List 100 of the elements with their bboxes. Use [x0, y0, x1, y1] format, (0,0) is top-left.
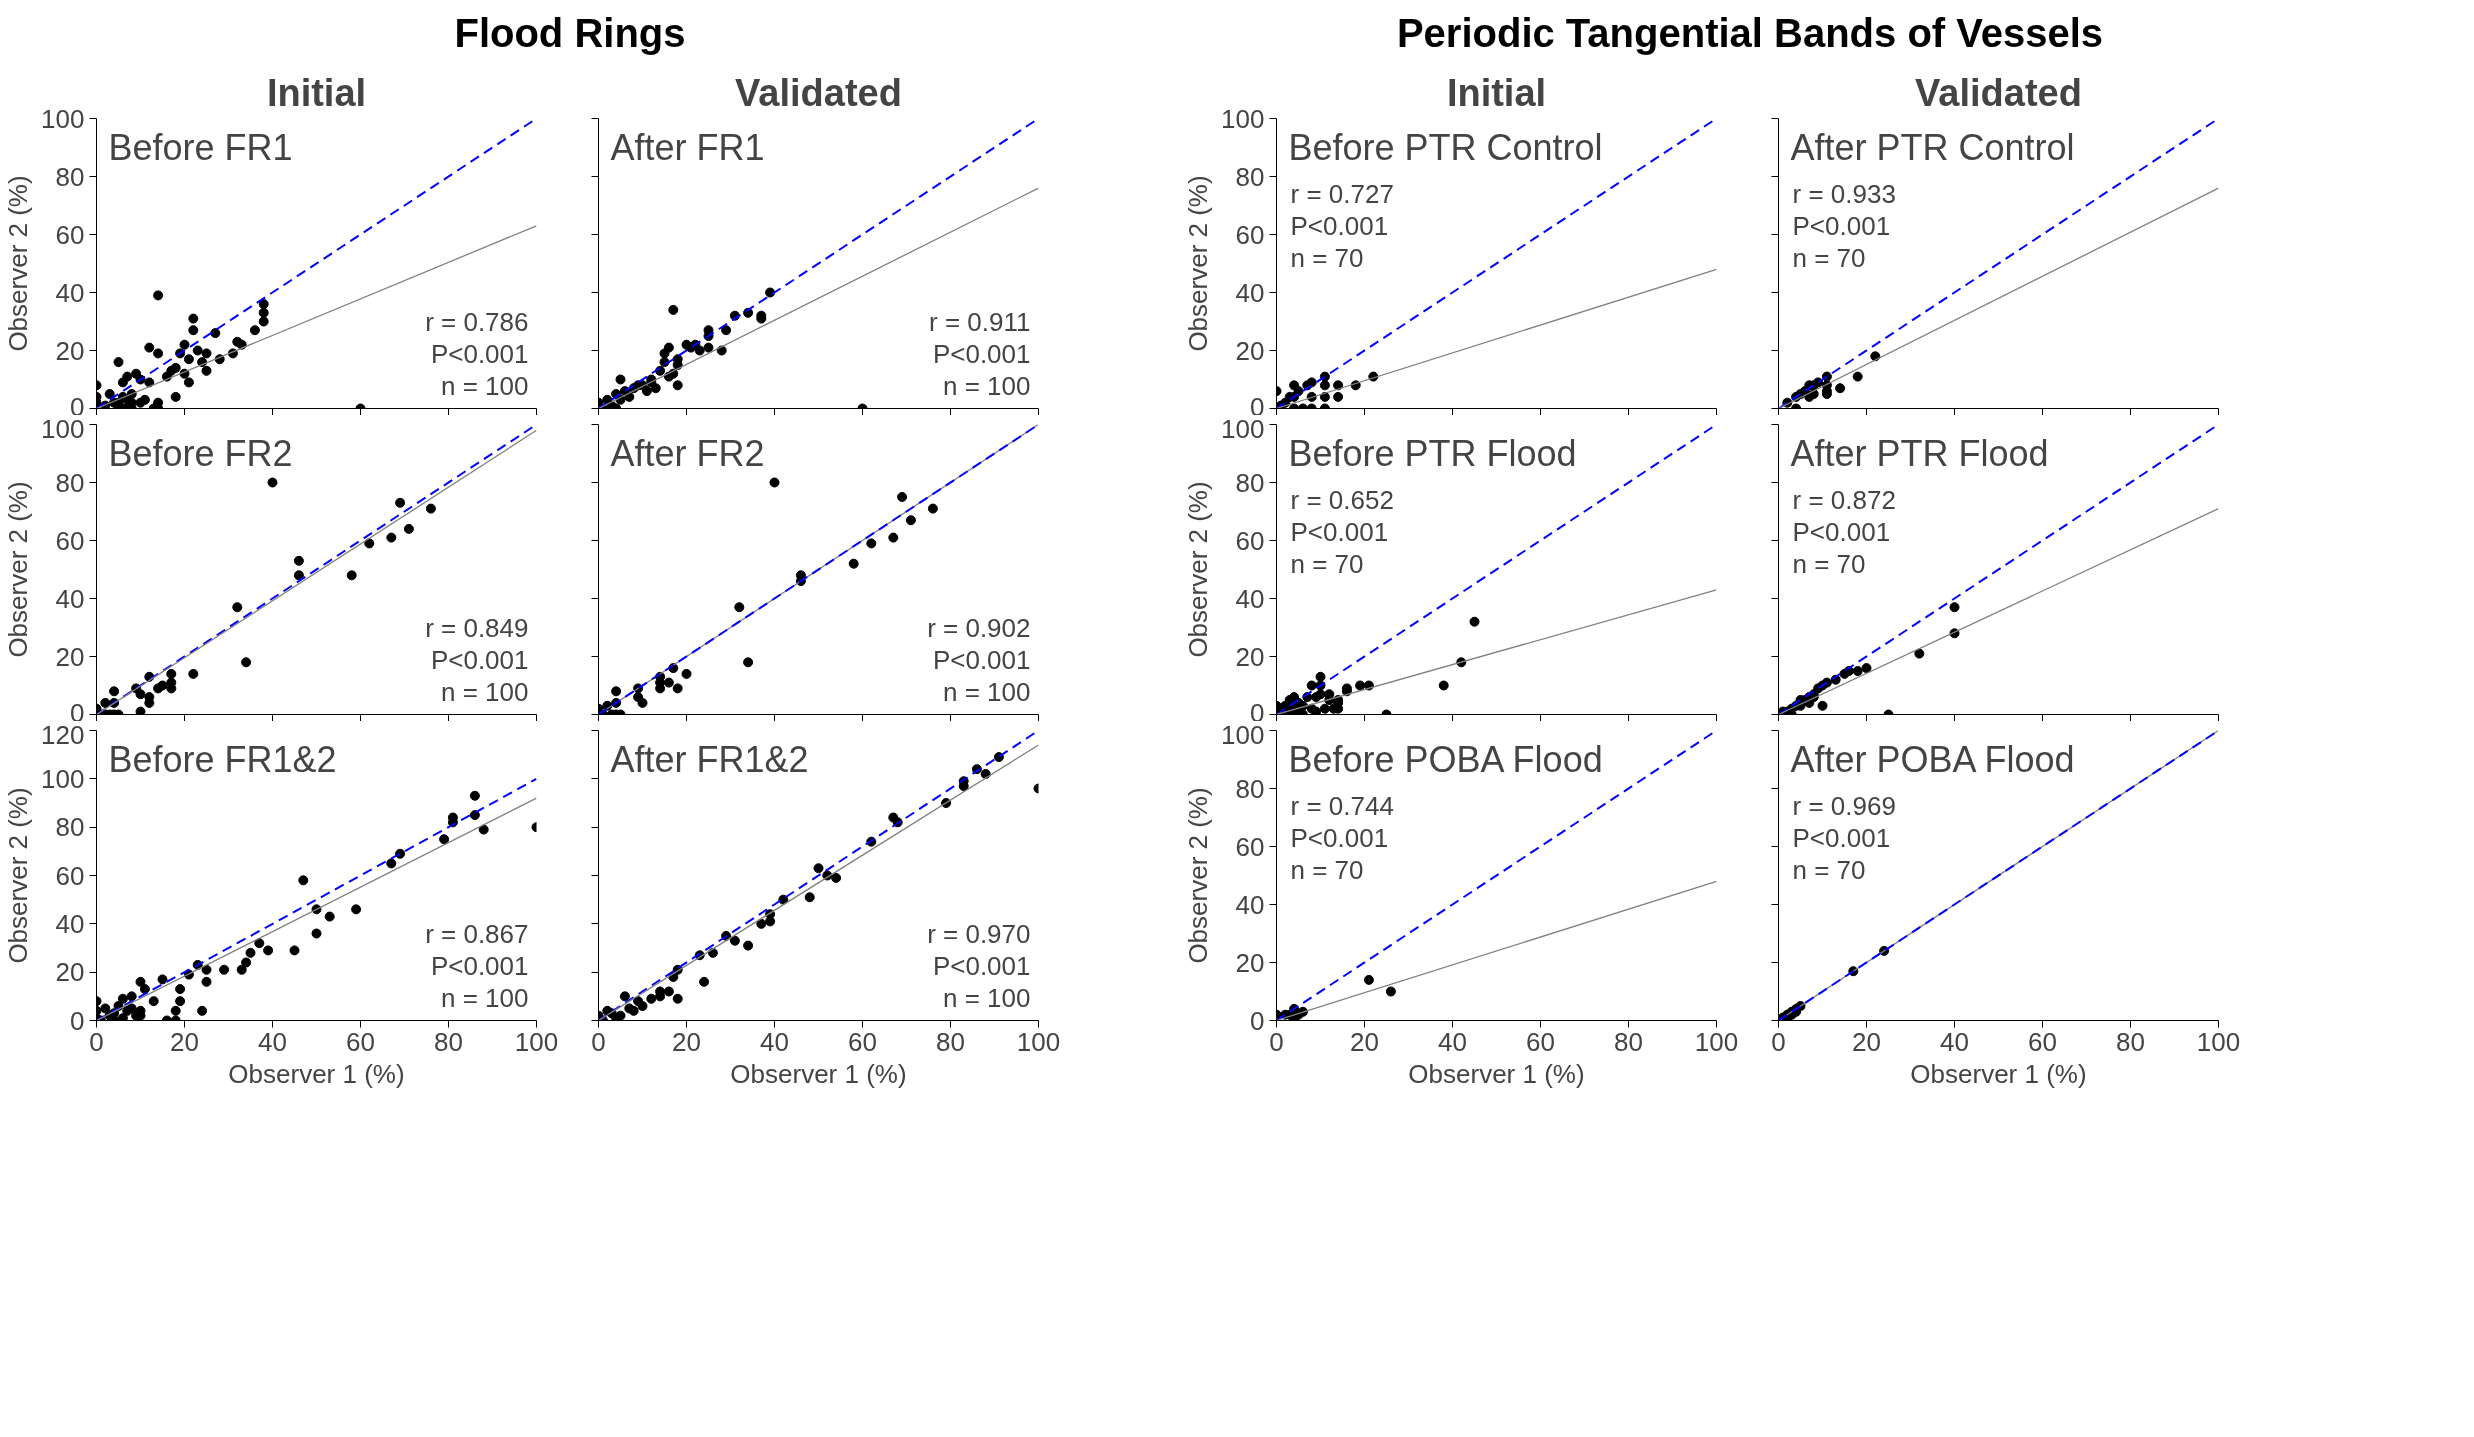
y-axis-title: Observer 2 (%) — [1183, 175, 1214, 352]
annotation: After PTR Flood — [1790, 432, 2049, 474]
x-tick-label: 100 — [1016, 1026, 1061, 1057]
y-tick-label: 40 — [1235, 277, 1265, 308]
y-tick-label: 80 — [1235, 467, 1265, 498]
annotation: P<0.001 — [932, 950, 1031, 981]
x-tick-label: 20 — [1350, 1026, 1379, 1057]
annotation: r = 0.969 — [1792, 790, 1896, 821]
x-axis-title: Observer 1 (%) — [228, 1058, 405, 1089]
annotation: n = 100 — [943, 676, 1031, 707]
annotation: Before FR1&2 — [108, 738, 337, 780]
y-tick-label: 0 — [1250, 1005, 1265, 1036]
annotation: n = 100 — [441, 676, 529, 707]
annotation: P<0.001 — [1792, 822, 1891, 853]
x-tick-label: 0 — [591, 1026, 606, 1057]
annotation: n = 70 — [1290, 242, 1364, 273]
chart-subtitle: Initial — [1446, 71, 1547, 114]
y-tick-label: 40 — [1235, 583, 1265, 614]
y-tick-label: 40 — [55, 908, 85, 939]
x-tick-label: 80 — [2116, 1026, 2145, 1057]
y-tick-label: 80 — [55, 812, 85, 843]
y-tick-label: 80 — [1235, 773, 1265, 804]
annotation: P<0.001 — [1290, 822, 1389, 853]
x-tick-label: 0 — [1269, 1026, 1284, 1057]
chart-subtitle: Initial — [266, 71, 367, 114]
y-tick-label: 100 — [41, 103, 85, 134]
annotation: r = 0.933 — [1792, 178, 1896, 209]
chart-title: Flood Rings — [454, 10, 686, 57]
y-tick-label: 60 — [1235, 831, 1265, 862]
annotation: r = 0.727 — [1290, 178, 1394, 209]
chart-title: Periodic Tangential Bands of Vessels — [1396, 10, 2104, 57]
x-tick-label: 0 — [1771, 1026, 1786, 1057]
x-axis-title: Observer 1 (%) — [1910, 1058, 2087, 1089]
annotation: r = 0.970 — [927, 918, 1031, 949]
annotation: n = 100 — [943, 982, 1031, 1013]
y-tick-label: 20 — [55, 335, 85, 366]
y-tick-label: 0 — [70, 1005, 85, 1036]
y-axis-title: Observer 2 (%) — [3, 481, 34, 658]
y-tick-label: 60 — [1235, 525, 1265, 556]
x-tick-label: 80 — [434, 1026, 463, 1057]
annotation: P<0.001 — [932, 644, 1031, 675]
annotation: n = 100 — [441, 982, 529, 1013]
annotation: Before POBA Flood — [1288, 738, 1603, 780]
x-tick-label: 80 — [1614, 1026, 1643, 1057]
annotation: After PTR Control — [1790, 126, 2075, 168]
annotation: P<0.001 — [1792, 516, 1891, 547]
annotation: P<0.001 — [1290, 516, 1389, 547]
y-tick-label: 100 — [1221, 103, 1265, 134]
x-tick-label: 60 — [2028, 1026, 2057, 1057]
annotation: n = 70 — [1792, 548, 1866, 579]
y-tick-label: 20 — [55, 641, 85, 672]
y-tick-label: 40 — [1235, 889, 1265, 920]
annotation: P<0.001 — [932, 338, 1031, 369]
x-axis-title: Observer 1 (%) — [730, 1058, 907, 1089]
x-tick-label: 20 — [672, 1026, 701, 1057]
y-tick-label: 20 — [1235, 335, 1265, 366]
x-tick-label: 40 — [1940, 1026, 1969, 1057]
x-tick-label: 100 — [2196, 1026, 2241, 1057]
y-tick-label: 20 — [1235, 947, 1265, 978]
x-tick-label: 80 — [936, 1026, 965, 1057]
annotation: P<0.001 — [430, 338, 529, 369]
y-axis-title: Observer 2 (%) — [1183, 481, 1214, 658]
annotation: After POBA Flood — [1790, 738, 2075, 780]
chart-subtitle: Validated — [735, 71, 902, 114]
annotation: After FR1&2 — [610, 738, 809, 780]
annotation: Before PTR Flood — [1288, 432, 1577, 474]
x-tick-label: 40 — [1438, 1026, 1467, 1057]
annotation: P<0.001 — [430, 950, 529, 981]
x-tick-label: 100 — [1694, 1026, 1739, 1057]
y-tick-label: 20 — [55, 957, 85, 988]
annotation: n = 100 — [943, 370, 1031, 401]
chart-subtitle: Validated — [1915, 71, 2082, 114]
y-tick-label: 40 — [55, 277, 85, 308]
y-tick-label: 20 — [1235, 641, 1265, 672]
annotation: P<0.001 — [430, 644, 529, 675]
annotation: Before FR2 — [108, 432, 293, 474]
y-tick-label: 80 — [55, 161, 85, 192]
annotation: After FR1 — [610, 126, 765, 168]
y-tick-label: 60 — [55, 860, 85, 891]
y-tick-label: 40 — [55, 583, 85, 614]
annotation: r = 0.867 — [425, 918, 529, 949]
annotation: Before FR1 — [108, 126, 293, 168]
y-tick-label: 100 — [41, 763, 85, 794]
y-tick-label: 60 — [55, 525, 85, 556]
annotation: After FR2 — [610, 432, 765, 474]
annotation: P<0.001 — [1792, 210, 1891, 241]
annotation: r = 0.652 — [1290, 484, 1394, 515]
annotation: n = 70 — [1792, 242, 1866, 273]
annotation: n = 100 — [441, 370, 529, 401]
annotation: r = 0.872 — [1792, 484, 1896, 515]
y-tick-label: 80 — [55, 467, 85, 498]
annotation: n = 70 — [1792, 854, 1866, 885]
annotation: Before PTR Control — [1288, 126, 1603, 168]
y-axis-title: Observer 2 (%) — [3, 175, 34, 352]
x-tick-label: 60 — [1526, 1026, 1555, 1057]
x-tick-label: 40 — [258, 1026, 287, 1057]
y-axis-title: Observer 2 (%) — [3, 787, 34, 964]
annotation: n = 70 — [1290, 548, 1364, 579]
x-tick-label: 60 — [346, 1026, 375, 1057]
x-axis-title: Observer 1 (%) — [1408, 1058, 1585, 1089]
